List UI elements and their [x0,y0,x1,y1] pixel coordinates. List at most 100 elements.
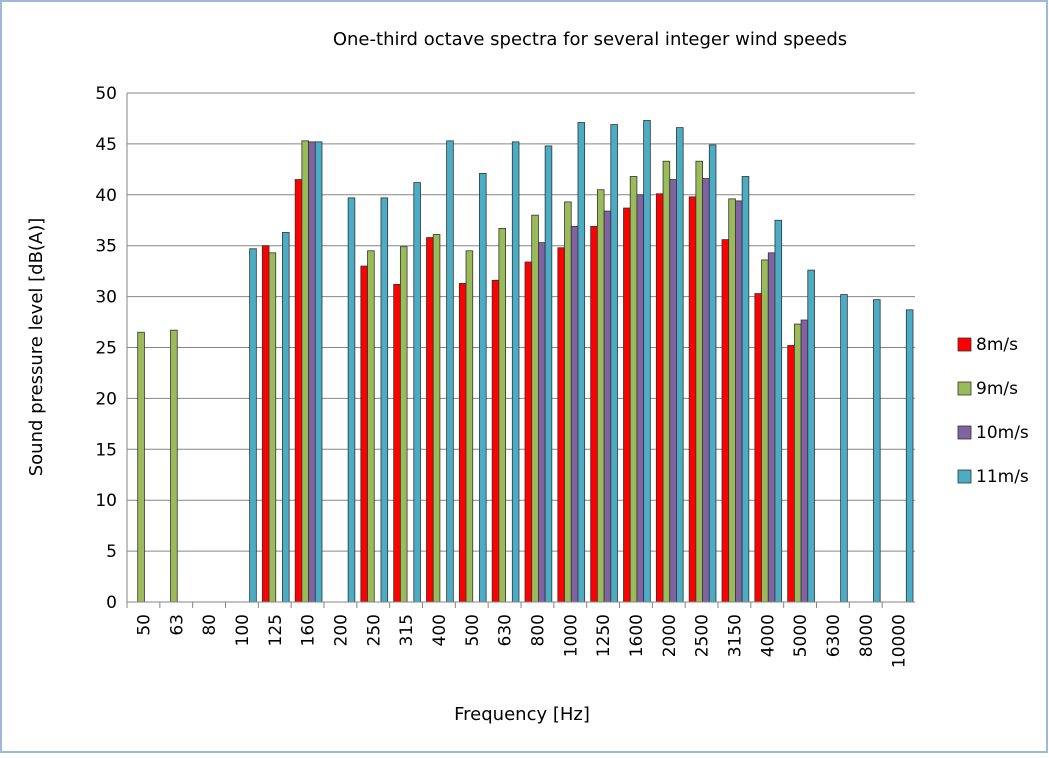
bar [702,178,710,603]
bar [800,319,809,603]
bar [294,179,303,603]
bar [360,265,368,603]
bar [538,242,546,603]
bar [669,179,677,603]
x-tick-label: 8000 [857,614,877,657]
x-tick-label: 1600 [627,614,647,657]
bar [282,232,290,603]
x-tick-label: 100 [233,614,253,646]
legend-label: 11m/s [976,467,1029,487]
bar [735,200,743,603]
bar [695,160,703,603]
bar [261,245,270,603]
bar [524,261,533,603]
bar [564,201,572,603]
x-tick-label: 160 [299,614,319,646]
bar [741,176,750,603]
bar [728,198,736,603]
bar [426,237,434,603]
y-tick-label: 30 [95,288,117,308]
bar [807,269,815,603]
x-tick-label: 400 [430,614,450,646]
legend-swatch [957,337,972,352]
bar [590,225,598,603]
bar [458,282,467,603]
x-tick-label: 1000 [561,614,581,657]
y-axis-label: Sound pressure level [dB(A)] [26,218,47,477]
bar [629,176,638,603]
bar [137,331,145,603]
bar [774,219,783,603]
x-tick-label: 63 [167,614,187,636]
x-tick-label: 6300 [824,614,844,657]
bar [268,252,277,603]
bar [761,259,769,603]
bar [557,247,565,603]
bar [905,309,914,603]
bar [767,252,776,603]
bar [465,250,474,603]
x-tick-label: 250 [364,614,384,646]
bar [623,207,631,603]
bar [301,140,309,603]
bar [399,246,408,603]
bar [610,124,618,603]
bar [511,141,520,603]
x-tick-label: 2000 [660,614,680,657]
bar [596,189,605,603]
bar [432,234,441,603]
legend-label: 10m/s [976,423,1029,443]
y-tick-label: 45 [95,135,117,155]
bar [170,329,178,603]
bar [479,173,487,603]
x-tick-label: 50 [134,614,154,636]
x-tick-label: 1250 [594,614,614,657]
bar [491,279,500,603]
x-axis-label: Frequency [Hz] [454,704,590,725]
legend-label: 9m/s [976,379,1018,399]
bar [793,323,802,603]
legend-swatch [957,469,972,484]
bar [393,283,401,603]
bar [380,197,389,603]
bar [531,214,539,603]
y-tick-label: 5 [106,542,117,562]
x-tick-label: 315 [397,614,417,646]
y-tick-label: 0 [106,593,117,613]
x-tick-label: 4000 [758,614,778,657]
bar [544,145,553,603]
bar [662,160,671,603]
bar [570,225,579,603]
bar [308,141,316,603]
x-tick-label: 3150 [725,614,745,657]
y-tick-label: 50 [95,84,117,104]
y-tick-label: 25 [95,339,117,359]
x-tick-label: 5000 [791,614,811,657]
bar [446,140,454,603]
bar [636,194,645,603]
bar [413,182,421,603]
bar [643,120,651,603]
y-tick-label: 20 [95,389,117,409]
chart-title: One-third octave spectra for several int… [333,29,847,50]
x-tick-label: 125 [266,614,286,646]
bar [754,293,762,603]
bar [721,239,730,603]
bar [367,250,375,603]
x-tick-label: 630 [496,614,516,646]
legend-label: 8m/s [976,335,1018,355]
x-tick-label: 10000 [890,614,910,668]
x-tick-label: 800 [528,614,548,646]
y-tick-label: 15 [95,440,117,460]
bar [347,197,356,603]
bar [655,193,664,603]
legend-swatch [957,425,972,440]
bar [249,248,257,603]
bar [676,127,684,603]
y-tick-label: 10 [95,491,117,511]
bar [498,227,506,603]
x-tick-label: 200 [331,614,351,646]
x-tick-label: 2500 [693,614,713,657]
bar [603,210,612,603]
